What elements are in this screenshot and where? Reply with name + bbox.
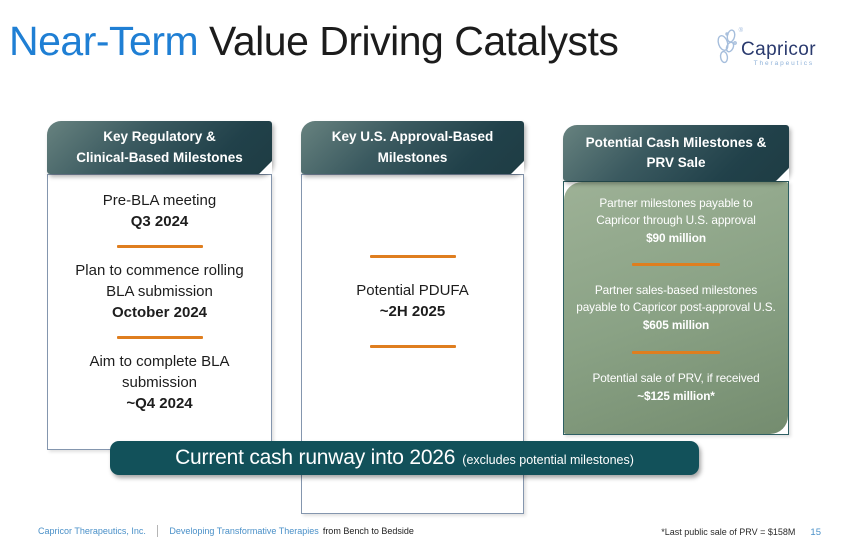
column-header: Potential Cash Milestones & PRV Sale <box>563 125 789 181</box>
footer-company: Capricor Therapeutics, Inc. <box>38 526 146 536</box>
milestone-item: Aim to complete BLA submission ~Q4 2024 <box>48 352 271 414</box>
orange-divider <box>632 263 720 267</box>
milestone-item: Partner sales-based milestones payable t… <box>564 282 788 334</box>
orange-divider <box>369 345 456 349</box>
milestone-text: submission <box>121 374 198 392</box>
milestone-item: Pre-BLA meeting Q3 2024 <box>48 191 271 232</box>
milestone-value: $90 million <box>646 231 706 246</box>
milestone-text: Aim to complete BLA <box>89 353 230 371</box>
footer-left: Capricor Therapeutics, Inc. Developing T… <box>38 525 414 537</box>
registered-mark: ® <box>738 28 743 34</box>
footer-right: *Last public sale of PRV = $158M 15 <box>661 527 821 538</box>
logo-text: Capricor Therapeutics <box>741 40 816 67</box>
column-header: Key Regulatory & Clinical-Based Mileston… <box>47 121 272 174</box>
logo-name: Capricor <box>741 39 816 60</box>
footnote: *Last public sale of PRV = $158M <box>661 527 796 537</box>
milestone-value: ~Q4 2024 <box>126 394 193 412</box>
column-cash-milestones: Potential Cash Milestones & PRV Sale Par… <box>563 125 789 435</box>
milestone-item: Potential PDUFA ~2H 2025 <box>302 281 523 322</box>
column-header: Key U.S. Approval-Based Milestones <box>301 121 524 174</box>
column-header-line: Key U.S. Approval-Based <box>331 129 494 145</box>
banner-main-text: Current cash runway into 2026 <box>175 446 456 469</box>
logo-subtitle: Therapeutics <box>753 60 814 67</box>
page-title: Near-Term Value Driving Catalysts <box>9 18 619 65</box>
milestone-text: Plan to commence rolling <box>75 262 244 280</box>
column-body: Pre-BLA meeting Q3 2024 Plan to commence… <box>47 174 272 450</box>
capricor-cells-icon <box>717 29 737 64</box>
milestone-value: Q3 2024 <box>130 212 189 230</box>
page-title-rest: Value Driving Catalysts <box>209 18 619 64</box>
column-header-line: Key Regulatory & <box>103 129 216 145</box>
milestone-item: Potential sale of PRV, if received ~$125… <box>564 370 788 405</box>
milestone-text: Potential sale of PRV, if received <box>592 370 760 385</box>
column-header-line: Potential Cash Milestones & <box>585 134 767 150</box>
page-number: 15 <box>810 527 821 538</box>
cash-runway-banner: Current cash runway into 2026 (excludes … <box>110 441 699 475</box>
banner-note-text: (excludes potential milestones) <box>462 452 634 467</box>
footer-tagline-dark: from Bench to Bedside <box>322 526 414 536</box>
column-header-line: Clinical-Based Milestones <box>76 149 243 165</box>
milestone-value: October 2024 <box>111 303 208 321</box>
milestone-text: Pre-BLA meeting <box>102 192 217 209</box>
milestone-text: Partner sales-based milestones <box>594 283 758 298</box>
orange-divider <box>116 245 203 249</box>
milestone-value: $605 million <box>642 318 710 333</box>
column-body: Partner milestones payable to Capricor t… <box>563 181 789 435</box>
orange-divider <box>632 350 720 354</box>
milestone-text: Capricor through U.S. approval <box>596 213 756 228</box>
orange-divider <box>369 255 456 258</box>
column-regulatory-milestones: Key Regulatory & Clinical-Based Mileston… <box>47 121 272 450</box>
milestone-value: ~$125 million* <box>637 388 715 403</box>
column-header-line: Milestones <box>377 149 448 165</box>
milestone-text: BLA submission <box>106 283 213 301</box>
orange-divider <box>116 336 203 340</box>
capricor-logo: ® Capricor Therapeutics <box>715 28 816 68</box>
green-panel: Partner milestones payable to Capricor t… <box>564 182 788 434</box>
column-header-line: PRV Sale <box>646 155 706 170</box>
milestone-value: ~2H 2025 <box>379 302 446 320</box>
page-title-highlight: Near-Term <box>9 18 199 64</box>
milestone-item: Partner milestones payable to Capricor t… <box>564 195 788 247</box>
footer-divider <box>156 525 159 537</box>
footer-tagline-blue: Developing Transformative Therapies <box>169 526 319 536</box>
milestone-text: Potential PDUFA <box>356 282 469 299</box>
milestone-text: Partner milestones payable to <box>599 196 753 210</box>
milestone-item: Plan to commence rolling BLA submission … <box>48 261 271 323</box>
milestone-text: payable to Capricor post-approval U.S. <box>576 300 776 315</box>
